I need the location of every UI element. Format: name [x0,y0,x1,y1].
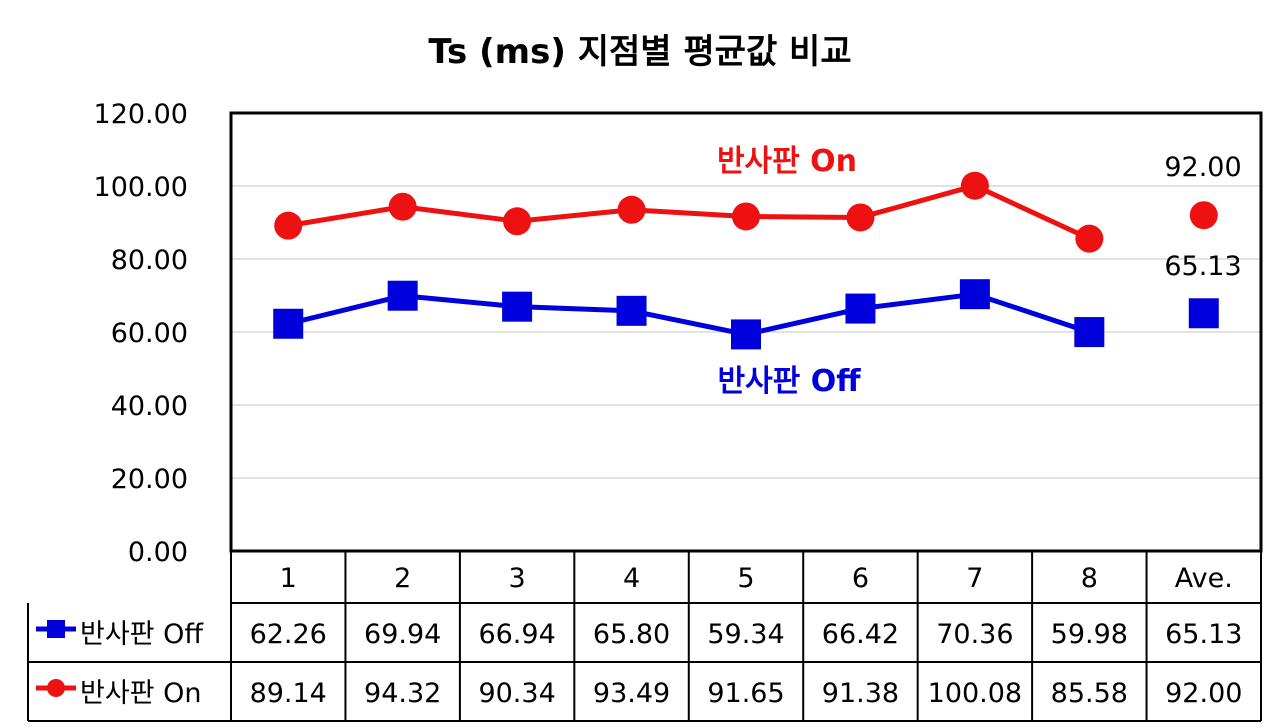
table-value: 65.80 [593,619,670,650]
table-value: 66.94 [478,619,555,650]
chart-title: Ts (ms) 지점별 평균값 비교 [428,32,852,72]
annotation-on: 반사판 On [717,144,857,179]
data-label-off-ave: 65.13 [1164,251,1241,282]
table-value: 66.42 [822,619,899,650]
table-value: 70.36 [936,619,1013,650]
data-label-on-ave: 92.00 [1164,152,1241,183]
x-tick-label: 5 [737,563,754,594]
circle-marker [1189,201,1218,230]
series-off [273,279,1219,350]
table-value: 85.58 [1051,678,1128,709]
circle-marker [846,203,875,232]
square-marker [1188,298,1219,329]
circle-marker [1075,224,1104,253]
table-value: 89.14 [250,678,327,709]
table-value: 65.13 [1165,619,1242,650]
circle-marker [960,171,989,200]
data-labels: 92.00 65.13 [1164,152,1241,282]
circle-marker [503,207,532,236]
square-marker [1074,317,1105,348]
table-value: 59.34 [707,619,784,650]
x-tick-label: 4 [623,563,640,594]
square-marker [502,291,533,322]
x-tick-label: 7 [966,563,983,594]
square-marker [959,279,990,310]
x-tick-label: 3 [509,563,526,594]
y-tick-label: 60.00 [111,318,188,349]
series-layer [273,171,1219,350]
x-tick-label: 2 [394,563,411,594]
legend-series-name: 반사판 On [80,678,201,709]
y-tick-label: 100.00 [94,172,188,203]
series-on [274,171,1218,253]
square-marker [845,293,876,324]
table-value: 62.26 [250,619,327,650]
table-value: 90.34 [478,678,555,709]
data-table: 1 2 3 4 5 6 7 8 Ave. 반사판 Off 62.26 69.94 66.94 65.80 5… [27,551,1262,722]
y-axis-ticks: 0.00 20.00 40.00 60.00 80.00 100.00 120.00 [94,99,188,568]
table-value: 91.65 [707,678,784,709]
table-value: 92.00 [1165,678,1242,709]
legend-key-square [47,620,65,638]
plot-area-frame [229,111,1263,553]
y-tick-label: 80.00 [111,245,188,276]
annotation-off: 반사판 Off [717,364,861,399]
series-line [287,291,1091,337]
x-tick-label: 6 [852,563,869,594]
circle-marker [732,202,760,231]
x-tick-label: 8 [1081,563,1098,594]
table-value: 59.98 [1051,619,1128,650]
table-value: 91.38 [822,678,899,709]
y-tick-label: 20.00 [111,464,188,495]
square-marker [387,280,418,311]
circle-marker [274,211,303,240]
circle-marker [617,195,646,224]
table-value: 93.49 [593,678,670,709]
x-tick-label: Ave. [1175,563,1233,594]
y-tick-label: 120.00 [94,99,188,130]
series-line [287,183,1091,241]
table-value: 100.08 [928,678,1022,709]
legend-key-circle [47,679,65,697]
table-value: 94.32 [364,678,441,709]
circle-marker [388,192,417,221]
square-marker [731,319,761,350]
series-annotations: 반사판 On 반사판 Off [717,144,861,399]
square-marker [616,295,647,326]
x-tick-label: 1 [280,563,297,594]
legend-series-name: 반사판 Off [80,619,204,650]
table-value: 69.94 [364,619,441,650]
y-tick-label: 40.00 [111,391,188,422]
y-tick-label: 0.00 [128,537,188,568]
square-marker [273,308,304,339]
